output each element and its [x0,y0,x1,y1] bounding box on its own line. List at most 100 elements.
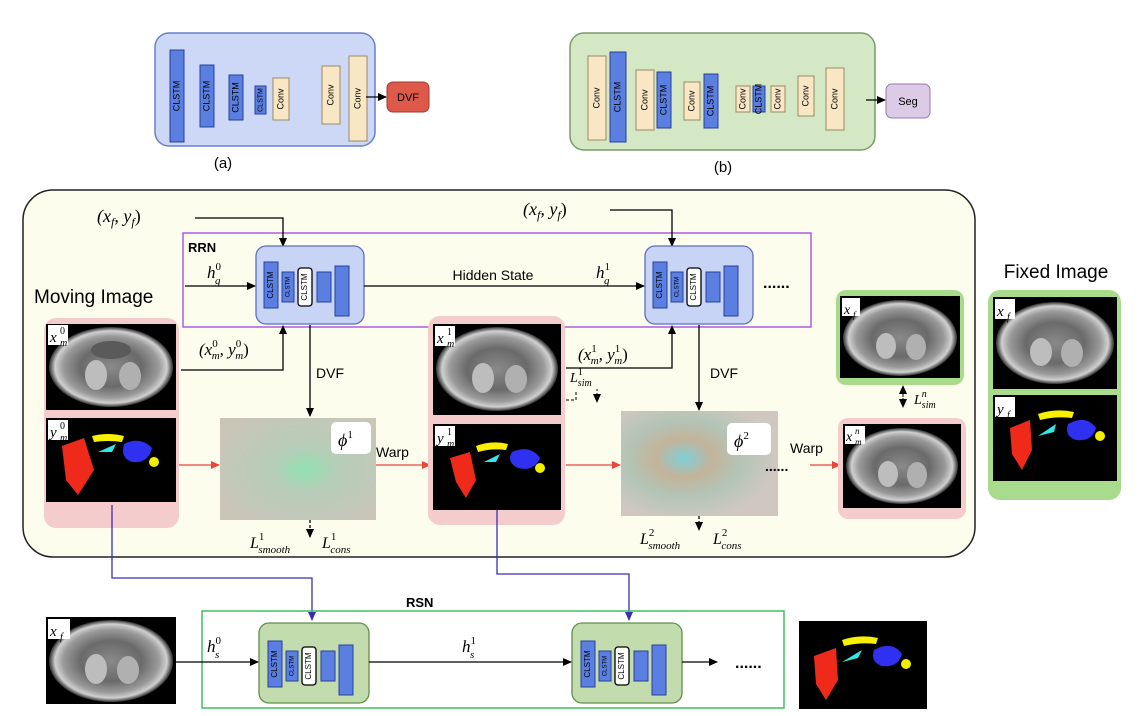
svg-text:Conv: Conv [800,85,810,107]
cell-2-layer-0: CLSTM [267,640,283,688]
svg-text:Conv: Conv [686,90,696,112]
svg-text:m: m [60,433,67,444]
cell-1-block-a [705,271,721,303]
panel-b-layer-0: Conv [587,55,607,141]
cell-0-block-b [334,265,350,317]
svg-text:f: f [1007,410,1011,421]
cell-3-block-b [651,644,667,696]
cell-3-layer-0: CLSTM [580,640,596,688]
panel-b: Conv CLSTM Conv CLSTM Conv CLSTM Conv CLSTM Conv… [569,32,931,176]
warped-image-1: x m1 [433,324,561,415]
svg-text:CLSTM: CLSTM [304,652,313,679]
cell-3-layer-2: CLSTM [614,646,630,686]
svg-text:CLSTM: CLSTM [705,86,715,117]
panel-b-layer-10: Conv [825,67,845,131]
cell-3-block-a [633,650,649,682]
svg-text:CLSTM: CLSTM [753,84,763,115]
moving-seg-mask: y m0 [46,418,176,502]
svg-text:CLSTM: CLSTM [300,273,309,300]
panel-a-layer-2: CLSTM [228,74,244,121]
moving-image-label: Moving Image [34,287,153,308]
rsn-cell-1: CLSTM CLSTM CLSTM [258,622,370,704]
svg-text:CLSTM: CLSTM [617,652,626,679]
panel-b-layer-1: CLSTM [609,51,627,143]
cell-layers-0: CLSTM CLSTM CLSTM [263,261,350,317]
rsn-cell-2: CLSTM CLSTM CLSTM [571,622,683,704]
svg-text:0: 0 [60,421,65,432]
svg-text:y: y [995,402,1004,418]
loss-cons-2: L2 cons [712,527,742,552]
svg-text:f: f [1007,312,1011,323]
dvf-field-1: ϕ1 [220,418,376,520]
seg-output-block [885,83,931,119]
svg-text:1: 1 [447,427,452,438]
panel-b-layer-7: CLSTM [752,84,766,115]
moving-image-mri: x m0 [46,324,176,410]
panel-b-layer-4: Conv [683,81,701,121]
cell-0-layer-2: CLSTM [297,267,313,307]
warped-image-n: x mn [843,424,961,508]
h-g-0-label: h0 g [207,261,222,287]
svg-text:Conv: Conv [737,88,747,110]
panel-a-layer-0: CLSTM [169,49,185,143]
warped-seg-1: y m1 [433,424,561,510]
panel-a: CLSTM CLSTM CLSTM CLSTM Conv Conv Conv DVF (a) [154,32,430,172]
dvf-label-1: DVF [316,365,344,381]
dvf-label-2: DVF [710,365,738,381]
panel-b-caption: (b) [714,159,732,176]
svg-text:m: m [447,339,454,350]
svg-text:CLSTM: CLSTM [230,82,240,113]
ellipsis-warp: ...... [765,458,788,474]
svg-text:CLSTM: CLSTM [270,650,279,677]
panel-b-layers: Conv CLSTM Conv CLSTM Conv CLSTM Conv CLSTM Conv… [587,51,845,143]
input-xf-yf-1: (xf, yf) [97,206,141,229]
svg-text:y: y [435,431,444,447]
svg-text:n: n [855,426,860,436]
panel-b-layer-3: CLSTM [656,71,672,129]
svg-text:x: x [49,624,57,640]
h-s-1-label: h1 s [462,635,476,661]
svg-text:m: m [447,439,454,450]
svg-text:Conv: Conv [639,89,649,111]
svg-text:CLSTM: CLSTM [675,277,681,297]
rrn-label: RRN [188,240,216,255]
cell-2-block-b [338,644,354,696]
svg-text:x: x [49,330,57,346]
hidden-state-label: Hidden State [453,267,534,283]
panel-b-layer-2: Conv [635,69,655,131]
dvf-field-2: ϕ2 [621,411,778,516]
svg-text:m: m [60,338,67,349]
panel-b-layer-8: Conv [770,85,786,113]
warp-label-1: Warp [376,444,409,460]
panel-a-layer-5: Conv [321,65,341,125]
rrn-cell-1: CLSTM CLSTM CLSTM [255,245,365,325]
svg-text:0: 0 [60,326,65,337]
dvf-output-label: DVF [397,92,419,104]
cell-1-layer-2: CLSTM [686,267,702,307]
rsn-box [201,610,785,709]
cell-layers-1: CLSTM CLSTM CLSTM [652,261,739,317]
svg-text:f: f [60,632,64,643]
ellipsis-rrn: ...... [763,275,790,292]
cell-layers-3: CLSTM CLSTM CLSTM [580,640,667,696]
h-g-1-label: h1 g [596,261,610,287]
cell-0-layer-1: CLSTM [281,271,295,303]
svg-text:x: x [436,331,444,347]
svg-text:CLSTM: CLSTM [689,273,698,300]
warp-label-2: Warp [790,440,823,456]
svg-text:Conv: Conv [275,88,285,110]
input-xf-yf-2: (xf, yf) [523,199,567,222]
svg-text:1: 1 [447,327,452,338]
rsn-output-seg [799,621,927,709]
panel-a-layer-1: CLSTM [199,64,215,128]
svg-text:Conv: Conv [325,84,335,106]
cell-2-block-a [320,650,336,682]
svg-text:x: x [845,430,853,445]
svg-text:CLSTM: CLSTM [655,271,664,298]
svg-text:CLSTM: CLSTM [286,277,292,297]
svg-text:CLSTM: CLSTM [583,650,592,677]
